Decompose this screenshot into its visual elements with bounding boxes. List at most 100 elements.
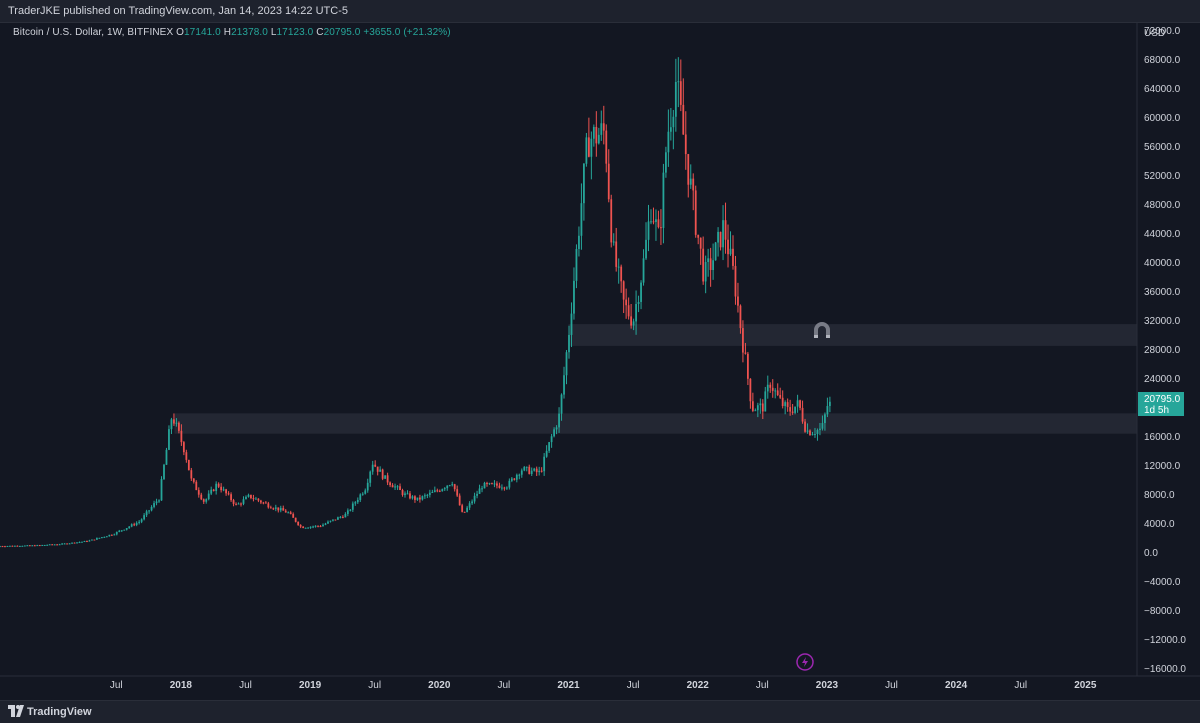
candle [185,449,188,463]
time-axis[interactable]: Jul 2018 Jul 2019 Jul 2020 Jul 2021 Jul 2022 Jul 20… [110,680,1097,691]
candle [776,383,779,397]
time-tick: 2019 [299,680,322,691]
lightning-icon[interactable] [796,653,814,671]
candle [158,499,160,503]
currency-label: USD [1144,28,1165,39]
price-tag: 20795.0 1d 5h [1138,392,1184,416]
candle [207,490,210,501]
candle [620,264,623,293]
candle [548,441,551,453]
candle [21,545,24,547]
candle [615,227,618,272]
candle [187,459,190,471]
candle [245,495,247,500]
candle [682,78,685,135]
candle [505,486,508,490]
candle [647,204,650,252]
candle [220,483,223,493]
time-tick: Jul [1014,680,1027,691]
candle [317,525,319,528]
candle [496,481,498,489]
time-tick: 2021 [557,680,580,691]
candle [637,295,640,313]
candle [426,493,429,499]
candle [446,485,449,491]
candle [727,224,729,268]
candle [230,492,232,502]
candle [379,466,382,472]
candle [138,520,141,525]
candle [811,431,814,436]
price-tick: −12000.0 [1144,635,1186,646]
candle [26,545,29,547]
candle [200,492,203,501]
price-tick: 56000.0 [1144,142,1181,153]
candle [687,153,690,198]
bar-countdown: 1d 5h [1144,405,1169,416]
time-tick: 2023 [816,680,839,691]
candle [394,483,396,490]
candle [125,528,128,531]
candle [428,489,431,498]
candle [269,505,272,509]
candle [66,543,68,545]
candle [543,453,546,476]
candle [389,481,391,488]
candle [498,482,501,489]
symbol-legend[interactable]: Bitcoin / U.S. Dollar, 1W, BITFINEX O171… [13,27,451,38]
candle [674,58,677,132]
candle [61,543,64,545]
candle [473,492,476,504]
candle [491,482,493,485]
candle [761,399,764,420]
candle [433,486,436,493]
candle [150,505,153,512]
candle [155,498,158,506]
candle [4,545,6,548]
price-chart[interactable]: USD 72000.0 68000.0 64000.0 60000.0 56000.0 5… [0,23,1200,699]
candle [0,545,1,548]
candle [259,499,262,505]
candle [202,498,205,504]
candle [769,382,772,393]
candle [662,163,665,244]
candle [215,481,218,495]
candle [225,488,228,496]
candle [88,539,91,542]
candle [346,508,349,517]
candle [806,423,809,434]
time-tick: Jul [110,680,123,691]
candle [302,526,305,529]
candle [115,531,118,536]
candle [508,478,511,490]
price-tick: 4000.0 [1144,519,1175,530]
candle [809,429,811,436]
candle [756,402,759,418]
candle [819,422,821,436]
footer: TradingView [0,700,1200,723]
candle [312,525,314,529]
candle [702,236,705,285]
candle [232,498,235,507]
price-axis[interactable]: 72000.0 68000.0 64000.0 60000.0 56000.0 52000… [1144,26,1186,675]
candle [578,226,580,257]
candle [177,421,180,434]
candle [560,393,563,421]
candle [466,505,469,513]
candle [195,480,198,491]
time-tick: 2024 [945,680,968,691]
price-tick: 72000.0 [1144,26,1181,37]
candle [540,467,543,473]
candle [28,545,31,547]
candle [657,210,660,229]
candle [384,475,387,479]
candle [267,501,270,509]
time-tick: 2018 [170,680,193,691]
candle [501,484,503,491]
candle [110,534,113,536]
candle [386,472,389,486]
candle [309,526,312,529]
candle [535,466,538,476]
price-tick: −4000.0 [1144,577,1181,588]
magnet-icon[interactable] [814,322,830,338]
